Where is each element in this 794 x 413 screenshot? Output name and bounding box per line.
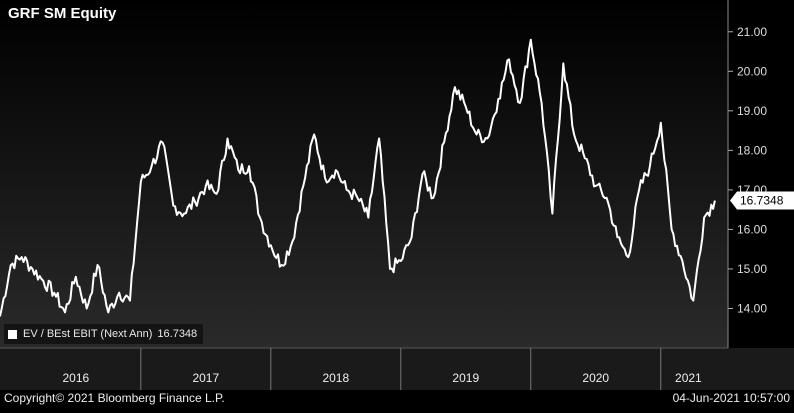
- timestamp: 04-Jun-2021 10:57:00: [672, 391, 790, 405]
- legend: EV / BEst EBIT (Next Ann) 16.7348: [4, 324, 204, 344]
- y-tick-label: 14.00: [737, 301, 767, 315]
- y-tick-label: 20.00: [737, 64, 767, 78]
- x-axis-band: [0, 348, 794, 390]
- y-tick-label: 16.00: [737, 222, 767, 236]
- chart-title: GRF SM Equity: [8, 5, 117, 22]
- legend-value: 16.7348: [157, 328, 198, 340]
- legend-swatch: [8, 329, 17, 339]
- x-tick-label: 2020: [582, 371, 609, 385]
- last-value-tag-text: 16.7348: [740, 194, 784, 208]
- x-tick-label: 2021: [675, 371, 702, 385]
- last-value-tag: 16.7348: [730, 191, 794, 210]
- y-tick-label: 21.00: [737, 25, 767, 39]
- x-tick-label: 2017: [192, 371, 219, 385]
- x-tick-label: 2019: [452, 371, 479, 385]
- x-tick-label: 2016: [62, 371, 89, 385]
- y-tick-label: 19.00: [737, 104, 767, 118]
- series-line: [0, 38, 716, 317]
- y-tick-label: 18.00: [737, 143, 767, 157]
- legend-label: EV / BEst EBIT (Next Ann): [23, 328, 153, 340]
- plot-background: [0, 0, 728, 348]
- y-tick-label: 15.00: [737, 262, 767, 276]
- copyright: Copyright© 2021 Bloomberg Finance L.P.: [4, 391, 225, 405]
- x-axis-ticks: 2016 2017 2018 2019 2020 2021: [62, 348, 702, 390]
- x-tick-label: 2018: [322, 371, 349, 385]
